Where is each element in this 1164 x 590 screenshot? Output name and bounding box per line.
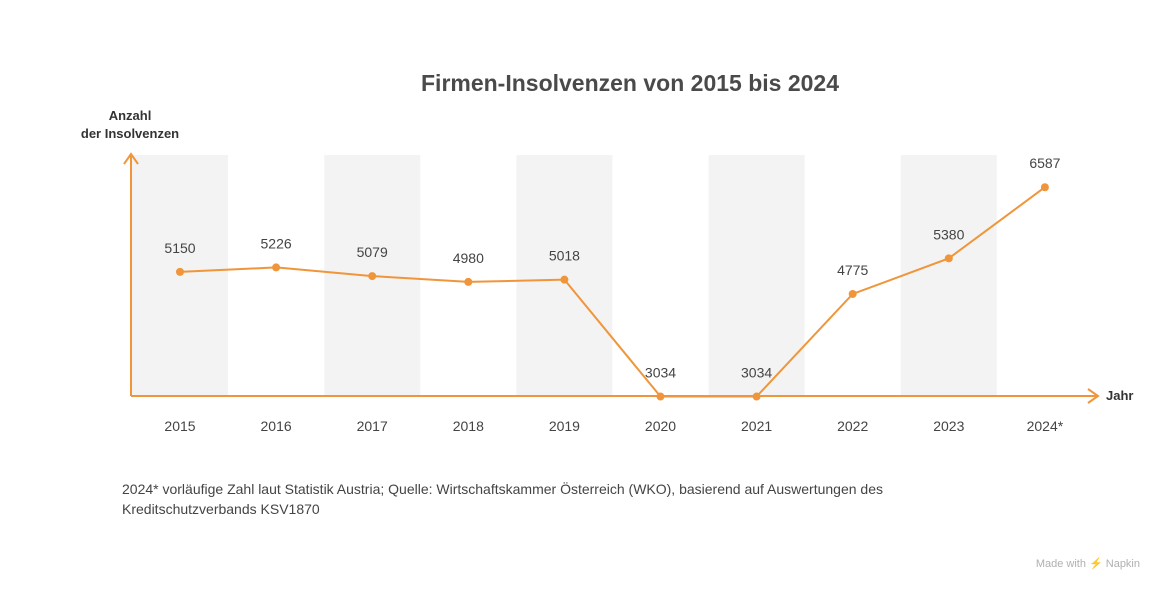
x-tick-label: 2023	[933, 418, 964, 434]
data-label: 3034	[741, 365, 772, 381]
data-label: 5150	[164, 240, 195, 256]
data-point	[752, 392, 761, 401]
x-tick-label: 2015	[164, 418, 195, 434]
x-tick-label: 2020	[645, 418, 676, 434]
x-tick-label: 2022	[837, 418, 868, 434]
y-axis-label-line2: der Insolvenzen	[80, 126, 180, 141]
data-point	[560, 275, 569, 284]
data-point	[848, 289, 857, 298]
column-band	[516, 155, 613, 395]
series-line	[179, 186, 1046, 398]
series-line-group	[176, 183, 1049, 401]
x-tick-label: 2017	[357, 418, 388, 434]
data-point	[1040, 183, 1049, 192]
column-band	[900, 155, 997, 395]
data-label: 5018	[549, 248, 580, 264]
data-label: 6587	[1029, 155, 1060, 171]
y-axis-label: Anzahl der Insolvenzen	[60, 107, 200, 143]
footnote: 2024* vorläufige Zahl laut Statistik Aus…	[122, 481, 883, 517]
data-point	[944, 254, 953, 263]
data-label: 5079	[357, 244, 388, 260]
x-tick-labels: 2015 2016 2017 2018 2019 2020 2021 2022 2023 2024…	[164, 418, 1063, 434]
data-point	[464, 277, 473, 286]
chart-title: Firmen-Insolvenzen von 2015 bis 2024	[421, 70, 839, 96]
data-label: 5380	[933, 226, 964, 242]
data-point	[176, 267, 184, 276]
y-axis-label-line1: Anzahl	[108, 108, 152, 123]
y-axis-arrow	[123, 152, 139, 165]
data-point	[368, 272, 377, 281]
x-tick-label: 2016	[261, 418, 292, 434]
column-band	[708, 155, 805, 395]
x-axis-arrow	[1087, 388, 1100, 404]
data-point	[272, 263, 281, 272]
x-tick-label: 2018	[453, 418, 484, 434]
data-labels: 5150 5226 5079 4980 5018 3034 3034 4775 5380 6587	[164, 155, 1060, 380]
x-tick-label: 2024*	[1027, 418, 1064, 434]
napkin-credit: Made with ⚡ Napkin	[1035, 558, 1140, 570]
data-label: 4980	[453, 250, 484, 266]
x-tick-label: 2019	[549, 418, 580, 434]
data-label: 5226	[261, 235, 292, 251]
axes	[123, 152, 1100, 404]
data-label: 4775	[837, 262, 868, 278]
data-point	[656, 392, 665, 401]
data-label: 3034	[645, 365, 676, 381]
x-tick-label: 2021	[741, 418, 772, 434]
x-axis-label: Jahr	[1106, 388, 1134, 403]
